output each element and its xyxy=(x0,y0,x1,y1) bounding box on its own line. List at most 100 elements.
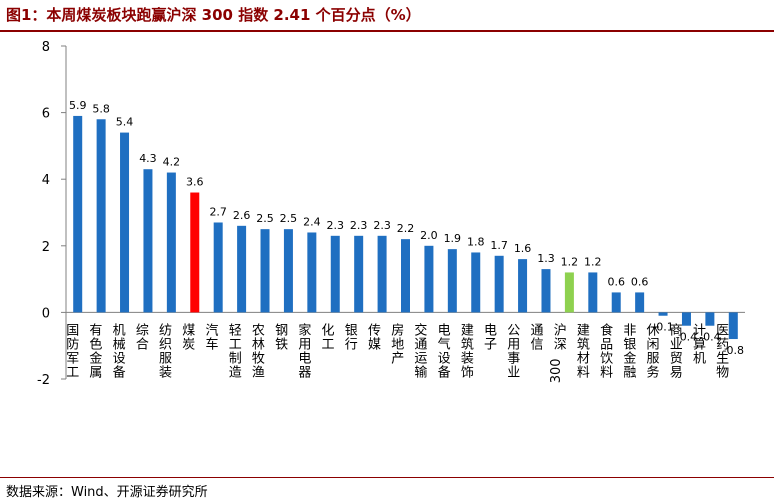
bar-23 xyxy=(588,272,598,313)
bar-12 xyxy=(330,235,340,313)
category-label: 房地产 xyxy=(391,322,404,366)
title-rule xyxy=(0,30,774,32)
figure-title: 图1：本周煤炭板块跑赢沪深 300 指数 2.41 个百分点（%） xyxy=(6,6,421,24)
svg-text:运: 运 xyxy=(414,351,427,366)
bar-27 xyxy=(681,312,691,326)
bar-4 xyxy=(143,169,153,313)
bar-22 xyxy=(564,272,574,313)
svg-text:国: 国 xyxy=(66,323,79,338)
data-label: 1.8 xyxy=(467,235,485,248)
data-label: 1.9 xyxy=(444,232,462,245)
bar-24 xyxy=(611,292,621,313)
svg-text:工: 工 xyxy=(66,365,79,380)
svg-text:闲: 闲 xyxy=(647,337,660,352)
data-label: 1.3 xyxy=(537,252,555,265)
y-tick-label: -2 xyxy=(37,373,50,388)
data-label: -0.4 xyxy=(676,331,697,344)
bar-chart: -2024685.9国防军工5.8有色金属5.4机械设备4.3综合4.2纺织服装… xyxy=(37,40,745,388)
svg-text:工: 工 xyxy=(229,337,242,352)
svg-text:备: 备 xyxy=(438,364,451,380)
svg-text:子: 子 xyxy=(484,337,497,352)
svg-text:属: 属 xyxy=(89,365,102,380)
svg-text:事: 事 xyxy=(507,351,520,366)
svg-text:产: 产 xyxy=(391,351,404,366)
data-label: 2.3 xyxy=(327,219,345,232)
y-tick-label: 8 xyxy=(42,40,50,55)
svg-text:通: 通 xyxy=(530,323,543,338)
svg-text:传: 传 xyxy=(368,323,381,338)
bar-11 xyxy=(307,232,317,313)
data-label: 2.7 xyxy=(209,205,227,218)
bottom-rule xyxy=(0,477,774,478)
data-label: 4.3 xyxy=(139,152,157,165)
data-label: 3.6 xyxy=(186,176,204,189)
data-label: 2.4 xyxy=(303,215,321,228)
bar-18 xyxy=(471,252,481,313)
y-tick-label: 6 xyxy=(42,107,50,122)
svg-text:非: 非 xyxy=(623,323,636,338)
bar-29 xyxy=(728,312,738,340)
svg-text:务: 务 xyxy=(647,364,660,380)
svg-text:休: 休 xyxy=(647,323,660,338)
bar-20 xyxy=(518,259,528,313)
svg-text:业: 业 xyxy=(670,337,683,352)
bar-26 xyxy=(658,312,668,316)
bar-10 xyxy=(283,229,293,313)
svg-text:纺: 纺 xyxy=(159,323,172,338)
svg-text:造: 造 xyxy=(229,365,242,380)
svg-text:300: 300 xyxy=(549,358,564,383)
svg-text:服: 服 xyxy=(647,351,660,366)
svg-text:电: 电 xyxy=(438,323,451,338)
svg-text:房: 房 xyxy=(391,322,404,338)
bar-13 xyxy=(354,235,364,313)
svg-text:农: 农 xyxy=(252,323,265,338)
bar-3 xyxy=(120,132,130,313)
svg-text:计: 计 xyxy=(693,323,706,338)
svg-text:材: 材 xyxy=(577,351,590,366)
svg-text:色: 色 xyxy=(89,336,102,352)
svg-text:饰: 饰 xyxy=(461,365,474,380)
data-label: -0.1 xyxy=(652,321,673,334)
svg-text:用: 用 xyxy=(298,337,311,352)
svg-text:电: 电 xyxy=(484,323,497,338)
svg-text:融: 融 xyxy=(623,365,636,380)
svg-text:装: 装 xyxy=(159,365,172,380)
svg-text:工: 工 xyxy=(322,337,335,352)
data-label: -0.4 xyxy=(699,331,720,344)
category-label: 银行 xyxy=(345,323,358,352)
svg-text:织: 织 xyxy=(159,337,172,352)
svg-text:牧: 牧 xyxy=(252,351,265,366)
svg-text:食: 食 xyxy=(600,322,613,338)
data-label: 1.2 xyxy=(561,255,579,268)
data-label: 2.0 xyxy=(420,229,438,242)
y-tick-label: 2 xyxy=(42,240,50,255)
svg-text:通: 通 xyxy=(414,337,427,352)
data-label: 0.6 xyxy=(631,275,649,288)
data-label: 5.4 xyxy=(116,116,134,129)
bar-2 xyxy=(96,119,106,313)
svg-text:用: 用 xyxy=(507,337,520,352)
source-note: 数据来源：Wind、开源证券研究所 xyxy=(6,485,208,500)
svg-text:机: 机 xyxy=(693,351,706,366)
svg-text:贸: 贸 xyxy=(670,351,683,366)
data-label: 1.7 xyxy=(490,239,508,252)
svg-text:防: 防 xyxy=(66,336,79,352)
bar-9 xyxy=(260,229,270,313)
bar-28 xyxy=(705,312,715,326)
bar-21 xyxy=(541,269,551,313)
svg-text:设: 设 xyxy=(438,351,451,366)
svg-text:家: 家 xyxy=(298,322,311,338)
svg-text:制: 制 xyxy=(229,351,242,366)
svg-text:深: 深 xyxy=(554,337,567,352)
bar-1 xyxy=(73,115,83,313)
svg-text:气: 气 xyxy=(438,336,451,352)
svg-text:轻: 轻 xyxy=(229,323,242,338)
y-tick-label: 4 xyxy=(42,173,50,188)
